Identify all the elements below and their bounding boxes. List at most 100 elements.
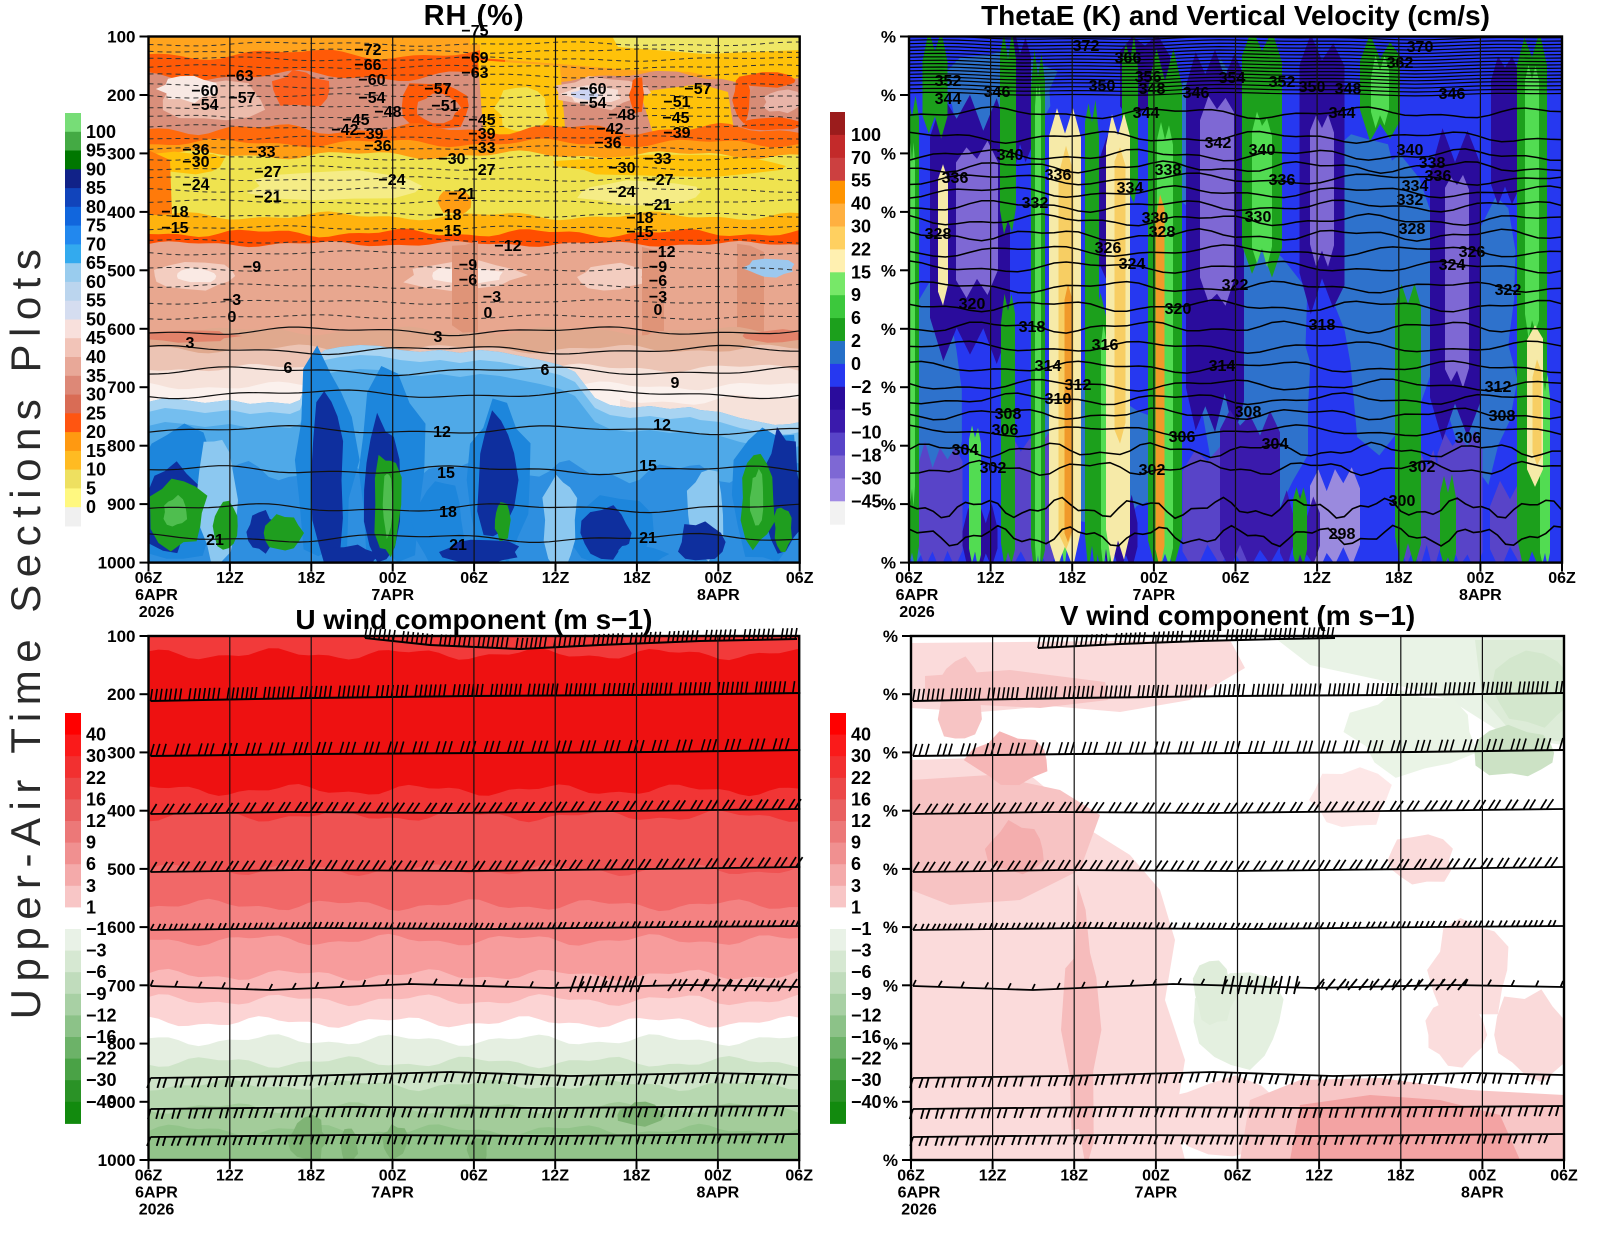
svg-text:−10: −10 [851,423,882,443]
svg-text:−51: −51 [663,94,690,111]
svg-text:−3: −3 [649,289,667,306]
svg-text:−72: −72 [354,42,381,59]
svg-text:90: 90 [86,159,106,179]
svg-text:20: 20 [86,422,106,442]
svg-text:320: 320 [959,296,986,313]
svg-text:06Z: 06Z [1222,570,1250,587]
svg-text:336: 336 [1269,172,1296,189]
svg-text:−39: −39 [356,126,383,143]
svg-text:−33: −33 [468,140,495,157]
svg-text:312: 312 [1065,377,1092,394]
svg-text:6APR: 6APR [896,587,939,604]
svg-text:340: 340 [1397,142,1424,159]
svg-text:−42: −42 [596,121,623,138]
svg-text:55: 55 [851,171,871,191]
svg-text:16: 16 [86,789,106,809]
svg-text:30: 30 [86,746,106,766]
svg-text:%: % [883,743,898,762]
svg-text:06Z: 06Z [135,1168,163,1185]
svg-text:06Z: 06Z [895,570,923,587]
svg-text:3: 3 [186,335,195,352]
svg-text:−40: −40 [851,1092,882,1112]
svg-text:200: 200 [107,685,135,704]
svg-text:−6: −6 [86,962,107,982]
svg-text:322: 322 [1495,282,1522,299]
svg-text:2: 2 [851,331,861,351]
svg-text:900: 900 [107,1093,135,1112]
svg-text:346: 346 [1183,85,1210,102]
svg-text:−6: −6 [459,272,477,289]
svg-text:−9: −9 [851,984,872,1004]
svg-text:22: 22 [851,768,871,788]
svg-text:00Z: 00Z [1467,570,1495,587]
svg-text:330: 330 [1245,209,1272,226]
svg-text:30: 30 [851,746,871,766]
svg-text:V wind component (m s−1): V wind component (m s−1) [1060,600,1415,631]
svg-text:1: 1 [851,897,861,917]
svg-text:100: 100 [107,28,135,47]
svg-text:40: 40 [851,194,871,214]
svg-text:06Z: 06Z [460,1168,488,1185]
svg-text:18Z: 18Z [623,1168,651,1185]
svg-text:7APR: 7APR [371,587,414,604]
svg-text:%: % [881,144,896,163]
svg-text:336: 336 [1045,167,1072,184]
svg-text:−39: −39 [468,126,495,143]
svg-text:8APR: 8APR [697,1185,740,1202]
svg-text:−27: −27 [254,164,281,181]
svg-text:%: % [883,860,898,879]
svg-text:318: 318 [1309,317,1336,334]
svg-text:298: 298 [1329,526,1356,543]
svg-text:%: % [883,918,898,937]
svg-text:9: 9 [671,375,680,392]
svg-text:400: 400 [107,203,135,222]
svg-text:12Z: 12Z [216,570,244,587]
svg-text:−16: −16 [851,1027,882,1047]
svg-text:−16: −16 [86,1027,117,1047]
svg-text:326: 326 [1095,240,1122,257]
svg-text:00Z: 00Z [704,1168,732,1185]
svg-text:−9: −9 [649,259,667,276]
svg-text:−24: −24 [182,177,209,194]
svg-text:−48: −48 [374,104,401,121]
svg-text:1: 1 [86,897,96,917]
svg-text:−5: −5 [851,400,872,420]
svg-text:45: 45 [86,328,106,348]
svg-text:%: % [881,320,896,339]
svg-text:8APR: 8APR [1461,1185,1504,1202]
svg-text:362: 362 [1387,55,1414,72]
svg-text:800: 800 [107,437,135,456]
svg-text:70: 70 [851,148,871,168]
svg-text:6: 6 [284,360,293,377]
svg-text:0: 0 [851,354,861,374]
svg-text:06Z: 06Z [897,1168,925,1185]
svg-text:372: 372 [1073,38,1100,55]
svg-text:328: 328 [1399,221,1426,238]
svg-text:35: 35 [86,366,106,386]
svg-text:600: 600 [107,320,135,339]
svg-text:−6: −6 [649,273,667,290]
svg-text:−9: −9 [459,257,477,274]
svg-text:338: 338 [1419,155,1446,172]
svg-text:−22: −22 [86,1049,117,1069]
svg-text:−48: −48 [608,107,635,124]
svg-text:−12: −12 [86,1005,117,1025]
svg-text:65: 65 [86,253,106,273]
svg-text:−3: −3 [851,941,872,961]
svg-text:21: 21 [449,537,467,554]
svg-text:318: 318 [1019,319,1046,336]
svg-text:12Z: 12Z [216,1168,244,1185]
svg-text:−21: −21 [644,197,671,214]
svg-text:−21: −21 [448,186,475,203]
svg-text:−9: −9 [86,984,107,1004]
svg-text:−39: −39 [663,125,690,142]
svg-text:900: 900 [107,495,135,514]
svg-text:18Z: 18Z [1060,1168,1088,1185]
svg-text:308: 308 [995,406,1022,423]
svg-text:336: 336 [1425,168,1452,185]
svg-text:−60: −60 [191,83,218,100]
svg-text:9: 9 [86,833,96,853]
svg-text:%: % [881,554,896,573]
svg-text:−27: −27 [646,172,673,189]
svg-text:U wind component (m s−1): U wind component (m s−1) [295,604,652,635]
